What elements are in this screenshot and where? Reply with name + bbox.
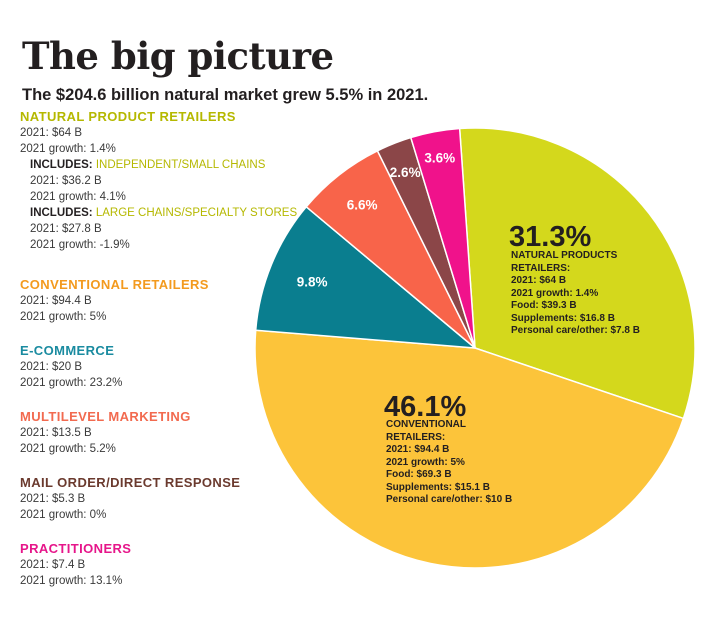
slice-label: 9.8% — [297, 274, 328, 289]
includes-heading: INCLUDES: INDEPENDENT/SMALL CHAINS — [30, 157, 320, 173]
slice-label: 2.6% — [390, 165, 421, 180]
callout-line: RETAILERS: — [511, 262, 571, 274]
callout-line: Personal care/other: $7.8 B — [511, 325, 640, 336]
slice-label: 3.6% — [424, 151, 455, 166]
includes-prefix: INCLUDES: — [30, 207, 93, 219]
includes-prefix: INCLUDES: — [30, 159, 93, 171]
legend-practitioners: PRACTITIONERS 2021: $7.4 B 2021 growth: … — [20, 541, 320, 589]
includes-growth: 2021 growth: -1.9% — [30, 239, 130, 251]
callout-line: NATURAL PRODUCTS — [511, 250, 618, 261]
includes-sales: 2021: $36.2 B — [30, 175, 102, 187]
category-growth: 2021 growth: 1.4% — [20, 143, 116, 155]
includes-label: INDEPENDENT/SMALL CHAINS — [95, 159, 266, 171]
callout-line: 2021: $64 B — [511, 275, 567, 286]
callout-line: 2021 growth: 5% — [386, 456, 465, 468]
callout-line: Supplements: $16.8 B — [511, 312, 615, 324]
callout-natural-pct: 31.3% — [509, 221, 592, 253]
pie-slice-natural-product-retailers — [458, 127, 696, 420]
category-sales: 2021: $5.3 B — [20, 493, 86, 505]
pie-slice-practitioners — [409, 127, 476, 349]
callout-line: Food: $39.3 B — [511, 300, 577, 311]
category-name: PRACTITIONERS — [20, 541, 132, 556]
legend-e-commerce: E-COMMERCE 2021: $20 B 2021 growth: 23.2… — [20, 343, 320, 391]
category-name: CONVENTIONAL RETAILERS — [20, 277, 209, 292]
category-growth: 2021 growth: 0% — [20, 509, 107, 521]
category-growth: 2021 growth: 23.2% — [20, 377, 123, 389]
includes-growth: 2021 growth: 4.1% — [30, 191, 126, 203]
legend-conventional-retailers: CONVENTIONAL RETAILERS 2021: $94.4 B 202… — [20, 277, 320, 325]
category-sales: 2021: $7.4 B — [20, 559, 86, 571]
category-name: MULTILEVEL MARKETING — [20, 409, 191, 424]
category-sales: 2021: $13.5 B — [20, 427, 92, 439]
category-growth: 2021 growth: 5.2% — [20, 443, 116, 455]
callout-line: Supplements: $15.1 B — [386, 481, 490, 493]
category-sales: 2021: $94.4 B — [20, 295, 92, 307]
legend-natural-product-retailers: NATURAL PRODUCT RETAILERS 2021: $64 B 20… — [20, 109, 320, 253]
callout-line: 2021 growth: 1.4% — [511, 287, 599, 299]
callout-line: Personal care/other: $10 B — [386, 494, 513, 505]
callout-natural-details: NATURAL PRODUCTS RETAILERS: 2021: $64 B … — [511, 250, 640, 338]
legend-mail-order: MAIL ORDER/DIRECT RESPONSE 2021: $5.3 B … — [20, 475, 320, 523]
category-growth: 2021 growth: 5% — [20, 311, 107, 323]
includes-large-chains: INCLUDES: LARGE CHAINS/SPECIALTY STORES … — [20, 205, 320, 253]
callout-line: RETAILERS: — [386, 431, 446, 443]
callout-conventional-details: CONVENTIONAL RETAILERS: 2021: $94.4 B 20… — [386, 419, 512, 507]
category-name: MAIL ORDER/DIRECT RESPONSE — [20, 475, 241, 490]
page-subtitle: The $204.6 billion natural market grew 5… — [22, 86, 429, 104]
includes-sales: 2021: $27.8 B — [30, 223, 102, 235]
category-growth: 2021 growth: 13.1% — [20, 575, 123, 587]
pie-slice-conventional-retailers — [254, 329, 685, 569]
callout-line: Food: $69.3 B — [386, 469, 452, 480]
callout-line: 2021: $94.4 B — [386, 444, 450, 455]
category-sales: 2021: $20 B — [20, 361, 83, 373]
includes-heading: INCLUDES: LARGE CHAINS/SPECIALTY STORES — [30, 205, 320, 221]
pie-slice-e-commerce — [254, 205, 478, 349]
callout-line: CONVENTIONAL — [386, 419, 466, 430]
category-sales: 2021: $64 B — [20, 127, 83, 139]
includes-independent: INCLUDES: INDEPENDENT/SMALL CHAINS 2021:… — [20, 157, 320, 205]
includes-label: LARGE CHAINS/SPECIALTY STORES — [95, 207, 298, 219]
page-title: The big picture — [22, 34, 334, 78]
slice-label: 6.6% — [347, 198, 378, 213]
legend-multilevel-marketing: MULTILEVEL MARKETING 2021: $13.5 B 2021 … — [20, 409, 320, 457]
category-name: E-COMMERCE — [20, 343, 115, 358]
category-name: NATURAL PRODUCT RETAILERS — [20, 109, 236, 124]
callout-conventional-pct: 46.1% — [384, 391, 467, 423]
